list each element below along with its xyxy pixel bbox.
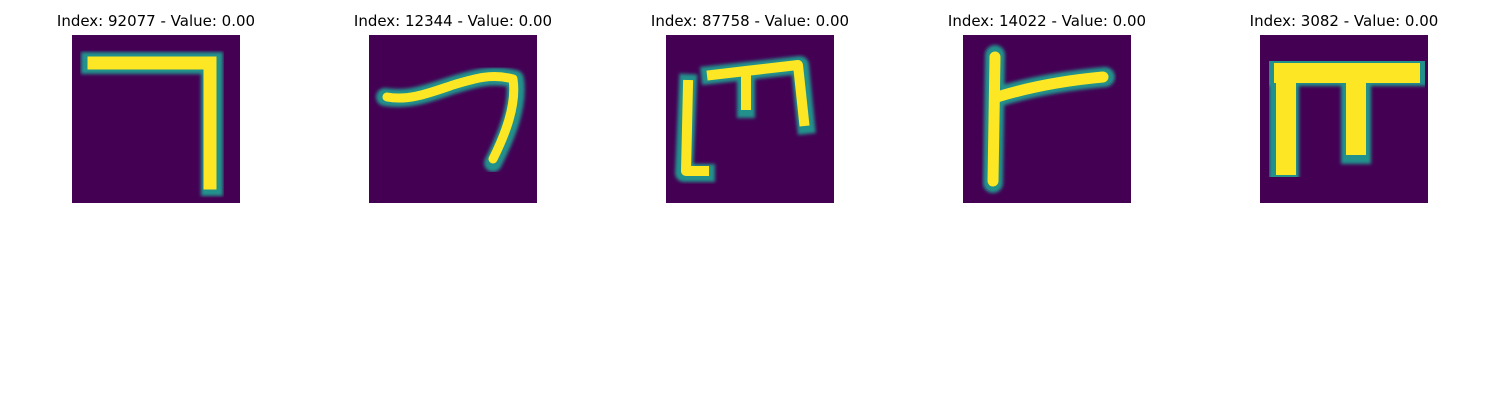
image-panel-1: Index: 92077 - Value: 0.00	[6, 0, 306, 210]
image-panel-2: Index: 12344 - Value: 0.00	[303, 0, 603, 210]
panel-title: Index: 12344 - Value: 0.00	[353, 12, 553, 30]
panel-title: Index: 92077 - Value: 0.00	[56, 12, 256, 30]
handwritten-glyph-7-image	[72, 35, 240, 203]
handwritten-glyph-m-shape-image	[666, 35, 834, 203]
handwritten-glyph-pi-shape-image	[1260, 35, 1428, 203]
digit-image	[1260, 35, 1428, 203]
handwritten-glyph-curved-7-image	[369, 35, 537, 203]
handwritten-glyph-r-shape-image	[963, 35, 1131, 203]
panel-title: Index: 3082 - Value: 0.00	[1249, 12, 1439, 30]
digit-image	[369, 35, 537, 203]
image-panel-3: Index: 87758 - Value: 0.00	[600, 0, 900, 210]
digit-image	[666, 35, 834, 203]
digit-image	[963, 35, 1131, 203]
image-panel-5: Index: 3082 - Value: 0.00	[1194, 0, 1494, 210]
panel-title: Index: 14022 - Value: 0.00	[947, 12, 1147, 30]
panel-title: Index: 87758 - Value: 0.00	[650, 12, 850, 30]
digit-image	[72, 35, 240, 203]
image-panel-4: Index: 14022 - Value: 0.00	[897, 0, 1197, 210]
